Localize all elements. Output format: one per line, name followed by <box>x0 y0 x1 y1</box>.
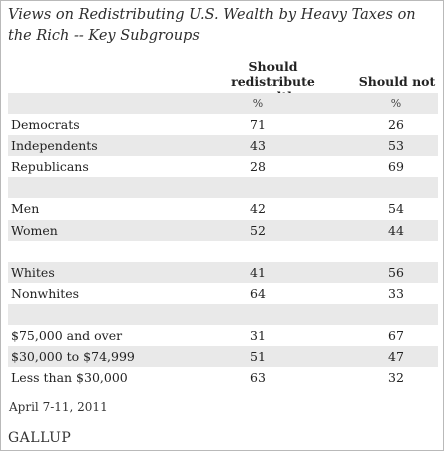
row-label: Republicans <box>11 159 89 174</box>
value-should-not: 69 <box>388 159 404 174</box>
table-row: Independents 43 53 <box>8 135 438 156</box>
row-label: Nonwhites <box>11 286 80 301</box>
row-label: $30,000 to $74,999 <box>11 349 135 364</box>
gallup-logo: GALLUP <box>8 430 72 446</box>
unit-label: % <box>390 97 402 110</box>
row-label: Democrats <box>11 117 80 132</box>
table-row: Less than $30,000 63 32 <box>8 367 438 388</box>
row-label: Independents <box>11 138 98 153</box>
value-should-not: 33 <box>388 286 404 301</box>
table-row: $30,000 to $74,999 51 47 <box>8 346 438 367</box>
row-label: Women <box>11 223 58 238</box>
survey-date: April 7-11, 2011 <box>9 400 108 414</box>
value-redistribute: 43 <box>250 138 266 153</box>
value-should-not: 47 <box>388 349 404 364</box>
value-redistribute: 64 <box>250 286 266 301</box>
units-row: % % <box>8 93 438 114</box>
table-row: Republicans 28 69 <box>8 156 438 177</box>
value-redistribute: 28 <box>250 159 266 174</box>
table-row: Women 52 44 <box>8 220 438 241</box>
row-label: Whites <box>11 265 55 280</box>
value-redistribute: 41 <box>250 265 266 280</box>
row-label: $75,000 and over <box>11 328 123 343</box>
value-redistribute: 52 <box>250 223 266 238</box>
value-should-not: 32 <box>388 370 404 385</box>
value-redistribute: 63 <box>250 370 266 385</box>
table-row: Democrats 71 26 <box>8 114 438 135</box>
value-should-not: 54 <box>388 201 404 216</box>
value-redistribute: 42 <box>250 201 266 216</box>
value-should-not: 26 <box>388 117 404 132</box>
row-label: Men <box>11 201 40 216</box>
value-redistribute: 71 <box>250 117 266 132</box>
table-row: Men 42 54 <box>8 198 438 219</box>
chart-title: Views on Redistributing U.S. Wealth by H… <box>8 7 416 44</box>
unit-label: % <box>252 97 264 110</box>
table-row: Nonwhites 64 33 <box>8 283 438 304</box>
column-header-should-not: Should not <box>358 74 436 89</box>
value-should-not: 53 <box>388 138 404 153</box>
table-row: $75,000 and over 31 67 <box>8 325 438 346</box>
spacer-row <box>8 241 438 262</box>
table-row: Whites 41 56 <box>8 262 438 283</box>
value-should-not: 56 <box>388 265 404 280</box>
value-should-not: 44 <box>388 223 404 238</box>
value-redistribute: 31 <box>250 328 266 343</box>
row-label: Less than $30,000 <box>11 370 128 385</box>
spacer-row <box>8 177 438 198</box>
value-redistribute: 51 <box>250 349 266 364</box>
spacer-row <box>8 304 438 325</box>
value-should-not: 67 <box>388 328 404 343</box>
